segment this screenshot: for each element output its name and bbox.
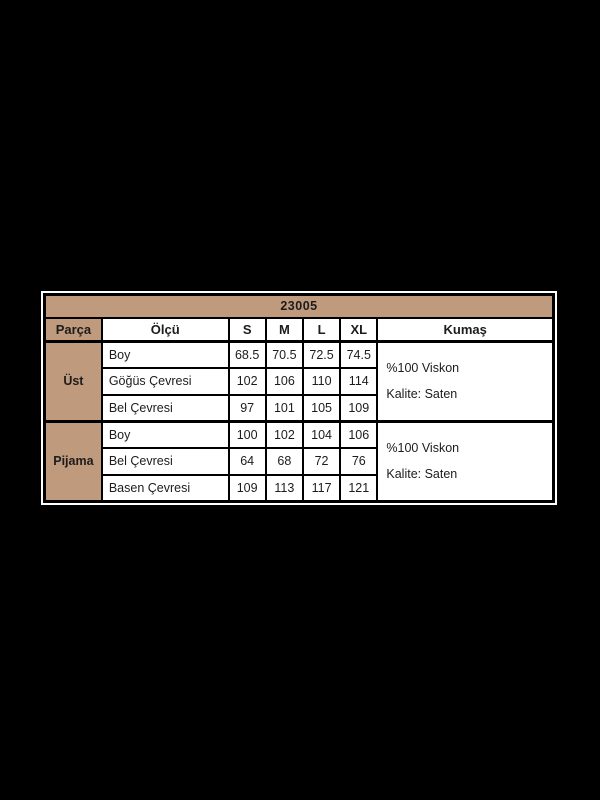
- table-row: Bel Çevresi 97 101 105 109: [45, 393, 554, 423]
- size-value: 105: [301, 393, 342, 423]
- col-header-size-l: L: [301, 316, 342, 343]
- size-value: 121: [339, 473, 379, 503]
- col-header-kumas: Kumaş: [376, 316, 555, 343]
- size-value: 97: [227, 393, 267, 423]
- size-value: 72: [301, 447, 342, 476]
- size-value: 64: [227, 447, 267, 476]
- measure-label: Boy: [100, 419, 230, 450]
- fabric-quality: Kalite: Saten: [386, 387, 458, 402]
- size-value: 117: [301, 473, 342, 503]
- product-code: 23005: [43, 293, 555, 319]
- size-value: 76: [339, 447, 379, 476]
- col-header-parca: Parça: [43, 316, 103, 343]
- size-value: 114: [339, 367, 379, 396]
- size-value: 106: [339, 419, 379, 450]
- fabric-info-pijama: %100 Viskon Kalite: Saten: [376, 419, 555, 503]
- col-header-size-m: M: [264, 316, 304, 343]
- table-row: Göğüs Çevresi 102 106 110 114: [45, 367, 554, 396]
- size-value: 101: [264, 393, 304, 423]
- table-row: Üst Boy 68.5 70.5 72.5 74.5 %100 Viskon …: [43, 339, 555, 423]
- size-value: 102: [227, 367, 267, 396]
- header-row: Parça Ölçü S M L XL Kumaş: [43, 316, 555, 343]
- size-value: 72.5: [301, 339, 342, 370]
- col-header-olcu: Ölçü: [100, 316, 230, 343]
- size-value: 68.5: [227, 339, 267, 370]
- measure-label: Boy: [100, 339, 230, 370]
- fabric-quality: Kalite: Saten: [386, 467, 458, 482]
- size-value: 109: [227, 473, 267, 503]
- measure-label: Basen Çevresi: [100, 473, 230, 503]
- size-chart-frame: 23005 Parça Ölçü S M L XL Kumaş Üst Boy …: [41, 291, 557, 505]
- group-label-ust: Üst: [43, 339, 103, 423]
- measure-label: Bel Çevresi: [100, 447, 230, 476]
- col-header-size-s: S: [227, 316, 267, 343]
- measure-label: Göğüs Çevresi: [100, 367, 230, 396]
- col-header-size-xl: XL: [339, 316, 379, 343]
- size-value: 104: [301, 419, 342, 450]
- size-value: 68: [264, 447, 304, 476]
- table-row: Pijama Boy 100 102 104 106 %100 Viskon K…: [43, 419, 555, 503]
- size-value: 100: [227, 419, 267, 450]
- size-value: 74.5: [339, 339, 379, 370]
- size-value: 110: [301, 367, 342, 396]
- size-value: 70.5: [264, 339, 304, 370]
- size-value: 113: [264, 473, 304, 503]
- fabric-composition: %100 Viskon: [386, 441, 460, 456]
- title-row: 23005: [43, 293, 555, 319]
- table-row: Bel Çevresi 64 68 72 76: [45, 447, 554, 476]
- group-label-pijama: Pijama: [43, 419, 103, 503]
- size-value: 102: [264, 419, 304, 450]
- measure-label: Bel Çevresi: [100, 393, 230, 423]
- table-row: Basen Çevresi 109 113 117 121: [45, 473, 554, 503]
- size-chart-table: 23005 Parça Ölçü S M L XL Kumaş Üst Boy …: [43, 293, 555, 503]
- size-value: 106: [264, 367, 304, 396]
- fabric-info-ust: %100 Viskon Kalite: Saten: [376, 339, 555, 423]
- fabric-composition: %100 Viskon: [386, 361, 460, 376]
- size-value: 109: [339, 393, 379, 423]
